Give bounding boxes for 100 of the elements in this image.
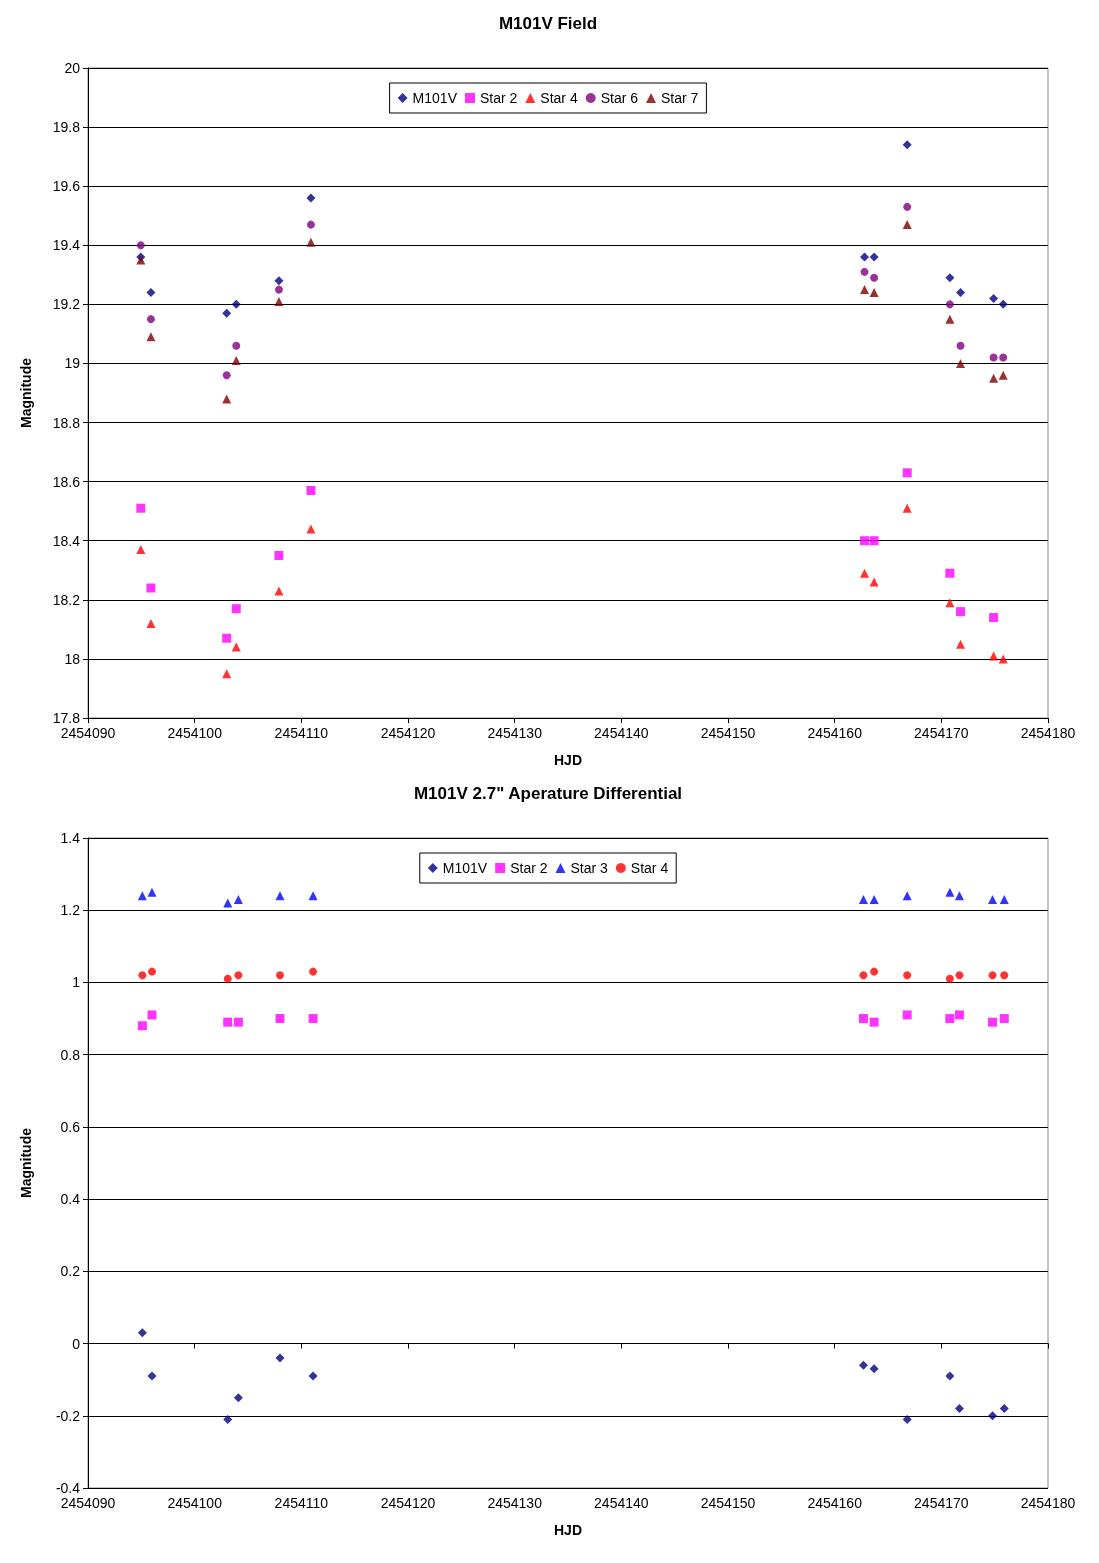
point xyxy=(945,974,954,983)
point xyxy=(989,293,999,303)
point xyxy=(999,1404,1009,1414)
point xyxy=(870,967,879,976)
point xyxy=(945,300,954,309)
x-tick-label: 2454180 xyxy=(1020,725,1076,741)
point xyxy=(137,891,147,901)
point xyxy=(306,237,316,247)
point xyxy=(999,894,1009,904)
point xyxy=(989,373,999,383)
legend-label: Star 3 xyxy=(570,860,609,876)
point xyxy=(954,891,964,901)
y-tick-label: 0.6 xyxy=(60,1118,81,1135)
point xyxy=(902,1414,912,1424)
point xyxy=(956,639,966,649)
point xyxy=(222,308,232,318)
point xyxy=(223,898,233,908)
y-tick-label: -0.2 xyxy=(55,1407,81,1424)
point xyxy=(276,971,284,980)
y-axis-title: Magnitude xyxy=(18,1127,34,1198)
point xyxy=(858,894,868,904)
y-tick-label: 1.4 xyxy=(60,830,81,846)
x-tick-label: 2454150 xyxy=(700,725,756,741)
y-tick-label: -0.4 xyxy=(55,1480,81,1496)
point xyxy=(945,1014,955,1024)
point xyxy=(989,353,998,362)
x-tick-label: 2454180 xyxy=(1020,1495,1076,1511)
point xyxy=(148,967,156,976)
y-tick-label: 1.2 xyxy=(60,902,81,919)
point xyxy=(137,1328,147,1338)
point xyxy=(902,1010,912,1020)
point xyxy=(232,341,241,350)
point xyxy=(146,618,156,628)
y-tick-label: 19.4 xyxy=(52,237,81,254)
y-tick-label: 18.6 xyxy=(52,473,81,490)
point xyxy=(945,273,955,283)
legend-label: Star 4 xyxy=(630,860,669,876)
y-axis-title: Magnitude xyxy=(18,357,34,428)
point xyxy=(233,1017,243,1027)
point xyxy=(869,894,879,904)
x-tick-label: 2454120 xyxy=(380,725,436,741)
x-axis-title: HJD xyxy=(553,752,583,768)
point xyxy=(308,1371,318,1381)
point xyxy=(138,971,147,980)
x-tick-label: 2454110 xyxy=(274,1495,329,1511)
point xyxy=(945,887,955,897)
point xyxy=(945,314,955,324)
point xyxy=(956,341,965,350)
point xyxy=(869,252,879,262)
point xyxy=(274,276,284,286)
x-tick-label: 2454160 xyxy=(807,1495,863,1511)
point xyxy=(956,358,966,368)
point xyxy=(999,353,1008,362)
x-tick-label: 2454170 xyxy=(914,725,969,741)
legend-label: M101V xyxy=(412,90,458,106)
point xyxy=(274,285,283,294)
point xyxy=(988,1017,998,1027)
y-tick-label: 0.2 xyxy=(60,1263,81,1280)
point xyxy=(231,604,241,614)
y-tick-label: 0.4 xyxy=(60,1191,81,1208)
point xyxy=(223,1414,233,1424)
point xyxy=(222,371,231,380)
point xyxy=(902,468,912,478)
y-tick-label: 19 xyxy=(64,355,81,372)
point xyxy=(859,971,868,980)
point xyxy=(234,971,243,980)
chart-title: M101V 2.7" Aperature Differential xyxy=(413,784,683,803)
point xyxy=(231,356,241,365)
x-tick-label: 2454140 xyxy=(594,725,649,741)
point xyxy=(988,894,998,904)
x-tick-label: 2454090 xyxy=(60,725,116,741)
y-tick-label: 19.2 xyxy=(52,296,81,313)
point xyxy=(275,1353,285,1363)
point xyxy=(231,642,241,652)
legend-label: Star 6 xyxy=(600,90,639,106)
point xyxy=(146,315,155,324)
legend-label: Star 7 xyxy=(661,90,699,106)
point xyxy=(274,296,284,306)
point xyxy=(870,273,879,282)
x-tick-label: 2454170 xyxy=(914,1495,969,1511)
y-tick-label: 1 xyxy=(72,974,81,991)
point xyxy=(306,220,315,229)
y-tick-label: 18 xyxy=(64,650,81,667)
point xyxy=(945,1371,955,1381)
point xyxy=(233,894,243,904)
point xyxy=(955,971,964,980)
point xyxy=(860,536,870,546)
point xyxy=(222,633,232,643)
point xyxy=(274,551,284,560)
x-tick-label: 2454140 xyxy=(594,1495,649,1511)
x-tick-label: 2454100 xyxy=(167,1495,223,1511)
point xyxy=(945,568,955,578)
point xyxy=(147,1371,157,1381)
point xyxy=(860,285,870,295)
point xyxy=(136,503,146,513)
x-tick-label: 2454100 xyxy=(167,725,223,741)
point xyxy=(903,202,912,211)
y-tick-label: 18.2 xyxy=(52,591,81,608)
point xyxy=(999,1014,1009,1024)
point xyxy=(903,971,912,980)
